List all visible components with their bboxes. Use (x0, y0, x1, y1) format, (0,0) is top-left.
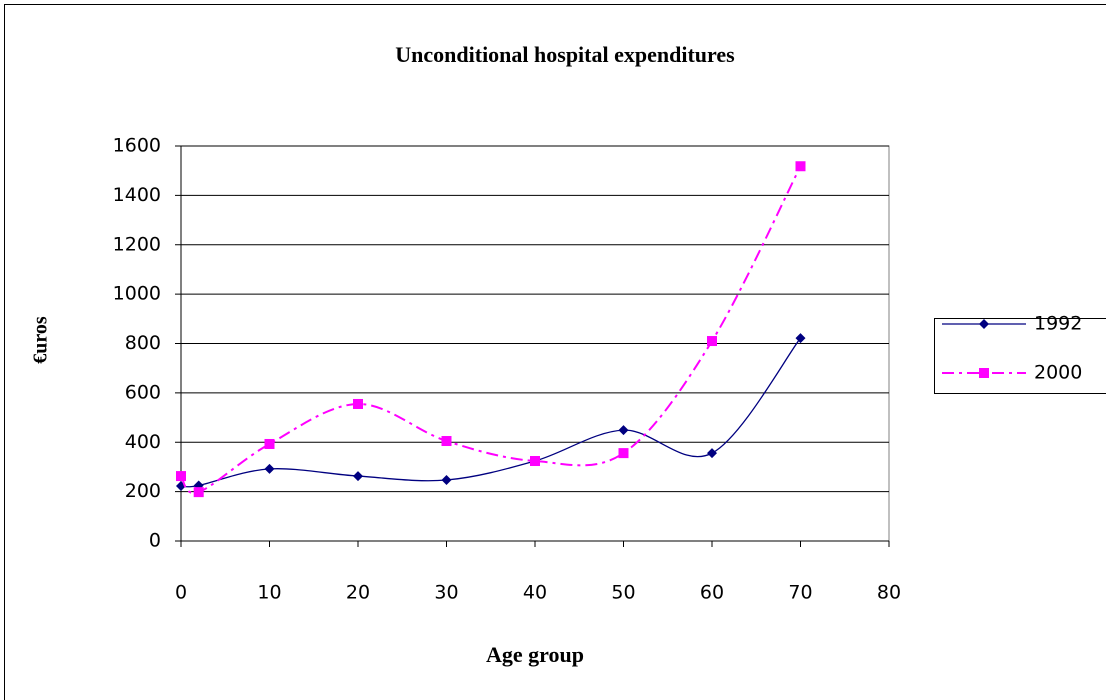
y-tick-label: 200 (125, 480, 161, 502)
data-point (795, 333, 806, 344)
x-axis-label: Age group (486, 642, 584, 667)
y-tick-label: 800 (125, 332, 161, 354)
y-tick-label: 600 (125, 381, 161, 403)
data-point (618, 448, 629, 459)
data-point (530, 456, 540, 467)
y-tick-label: 1600 (113, 135, 161, 157)
y-tick-label: 1000 (113, 283, 161, 305)
y-axis-label: €uros (30, 316, 52, 364)
data-point (264, 463, 275, 474)
data-point (176, 471, 186, 482)
x-tick-label: 70 (788, 582, 812, 604)
data-point (193, 487, 204, 498)
data-point (353, 398, 363, 409)
data-point (441, 475, 452, 486)
x-tick-label: 50 (611, 582, 635, 604)
chart-title: Unconditional hospital expenditures (395, 42, 735, 67)
data-point (707, 448, 717, 459)
x-tick-label: 30 (434, 582, 458, 604)
x-tick-label: 0 (175, 582, 187, 604)
legend-label: 2000 (1034, 362, 1082, 384)
y-tick-label: 400 (125, 431, 161, 453)
y-tick-label: 1200 (113, 233, 161, 255)
data-point (795, 161, 806, 172)
x-tick-label: 20 (346, 582, 370, 604)
x-tick-label: 10 (257, 582, 281, 604)
data-point (353, 471, 363, 482)
y-tick-label: 0 (149, 530, 161, 552)
legend-label: 1992 (1034, 313, 1082, 335)
data-point (264, 438, 275, 449)
x-tick-label: 40 (523, 582, 547, 604)
legend-marker (979, 368, 989, 378)
legend-marker (979, 319, 989, 329)
x-tick-label: 80 (877, 582, 901, 604)
data-point (618, 425, 629, 436)
legend-box (934, 318, 1106, 394)
x-tick-label: 60 (700, 582, 724, 604)
data-point (707, 336, 717, 347)
data-point (441, 436, 452, 447)
y-tick-label: 1400 (113, 184, 161, 206)
